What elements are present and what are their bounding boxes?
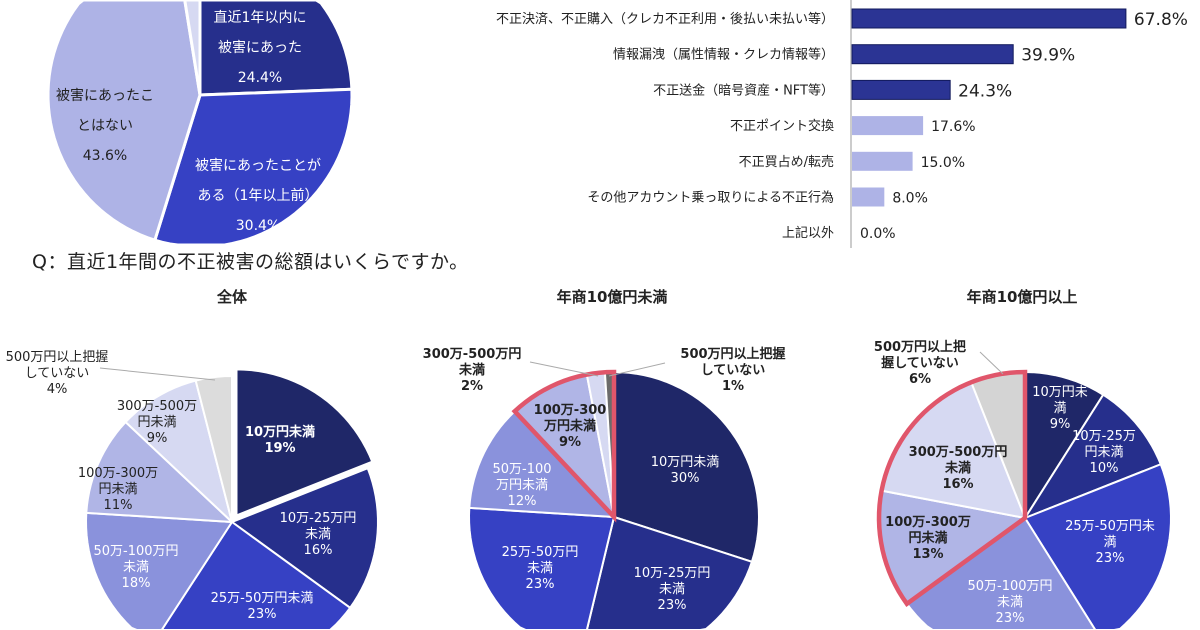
pie-slice (613, 371, 760, 563)
slice-label: 10万円未満 30% (651, 455, 720, 486)
leader-line (979, 351, 1004, 375)
slice-label: 10万-25万円未満 10% (1072, 429, 1136, 476)
top-pie-chart: 直近1年以内に被害にあった 24.4% 被害にあったことがある（1年以上前） 30.4… (46, 0, 354, 246)
leader-line (529, 361, 599, 377)
highlight-outline (511, 369, 617, 523)
pie-slice (194, 375, 233, 523)
bar-value-label: 15.0% (921, 155, 965, 171)
slice-label: 10万円未満 19% (245, 424, 315, 456)
bar-category-label: その他アカウント乗っ取りによる不正行為 (587, 190, 834, 206)
pie-slice (198, 0, 354, 97)
pie-slice (231, 467, 379, 609)
pie-slice (585, 516, 753, 630)
bar-category-label: 不正買占め/転売 (739, 154, 834, 170)
charts-clip-group: 直近1年以内に被害にあった 24.4% 被害にあったことがある（1年以上前） 30.4… (6, 0, 1188, 630)
bar-value-label: 8.0% (892, 191, 928, 207)
pie-slice (905, 517, 1097, 630)
slice-label: 500万円以上把握していない 6% (874, 339, 966, 387)
slice-label: 25万-50万円未満 23% (502, 545, 579, 592)
bar-value-label: 0.0% (860, 226, 896, 242)
bar (852, 116, 924, 136)
slice-label: 50万-100 万円未満 12% (492, 462, 551, 509)
pie-slice (183, 0, 202, 97)
slice-label: 300万-500万円未満 2% (423, 347, 522, 394)
chart-title: 年商10億円未満 (557, 288, 668, 306)
bar-chart: 不正決済、不正購入（クレカ不正利用・後払い未払い等） 67.8% 情報漏洩（属性情報… (496, 0, 1188, 248)
pie-slice (1024, 393, 1162, 519)
bar-category-label: 不正送金（暗号資産・NFT等） (653, 82, 834, 98)
slice-label: 10万-25万円未満 16% (280, 511, 357, 558)
slice-label: 直近1年以内に被害にあった 24.4% (214, 9, 307, 86)
slice-label: 10万-25万円未満 23% (634, 566, 711, 613)
pie-slice (468, 506, 615, 630)
leader-line (608, 362, 666, 377)
pie-chart-all: 10万円未満 19% 10万-25万円未満 16% 25万-50万円未満 23% 50万-1… (6, 288, 379, 630)
slice-label: 100万-300 万円未満 9% (534, 403, 607, 450)
question-text: Q：直近1年間の不正被害の総額はいくらですか。 (32, 251, 469, 273)
pie-slice (1024, 463, 1172, 630)
bar (852, 151, 913, 171)
pie-slice (1024, 371, 1105, 519)
pie-slice (46, 0, 202, 242)
slice-label: 50万-100万円未満 18% (93, 544, 178, 591)
slice-label: 25万-50万円未満 23% (211, 591, 314, 622)
pie-slice (468, 410, 615, 518)
pie-slice (85, 511, 233, 630)
highlight-outline (876, 369, 1028, 607)
slice-label: 被害にあったことがある（1年以上前） 30.4% (195, 158, 321, 234)
bar-category-label: 不正決済、不正購入（クレカ不正利用・後払い未払い等） (496, 11, 834, 27)
chart-title: 全体 (216, 288, 248, 306)
slice-label: 被害にあったことはない 43.6% (56, 88, 154, 164)
bar-value-label: 39.9% (1021, 46, 1075, 66)
pie-slice (153, 87, 354, 246)
pie-slice (124, 379, 233, 523)
slice-label: 500万円以上把握していない 4% (6, 350, 109, 397)
bar-category-label: 上記以外 (782, 225, 834, 241)
pie-chart-under-1b: 10万円未満 30% 10万-25万円未満 23% 25万-50万円未満 23% 50万-1… (423, 288, 786, 630)
pie-slice (160, 521, 352, 630)
pie-slice (235, 368, 374, 517)
bar-value-label: 17.6% (931, 119, 975, 135)
slice-label: 500万円以上把握していない 1% (680, 346, 785, 394)
leader-line (99, 367, 216, 381)
slice-label: 10万円未満 9% (1032, 385, 1088, 432)
bar-category-label: 不正ポイント交換 (730, 118, 834, 134)
bar-category-label: 情報漏洩（属性情報・クレカ情報等） (613, 47, 834, 63)
pie-slice (85, 421, 233, 523)
slice-label: 50万-100万円未満 23% (967, 579, 1052, 626)
bar-value-label: 24.3% (958, 81, 1012, 101)
chart-title: 年商10億円以上 (967, 288, 1078, 306)
slice-label: 25万-50万円未満 23% (1065, 519, 1155, 566)
bar (851, 79, 951, 100)
bar (851, 44, 1014, 65)
slice-label: 300万-500万円未満 9% (117, 399, 197, 446)
slice-label: 100万-300万円未満 11% (78, 466, 158, 513)
pie-chart-over-1b: 10万円未満 9%10万-25万円未満 10% 25万-50万円未満 23% 50万-10… (874, 288, 1172, 630)
bar (852, 187, 885, 207)
bar-value-label: 67.8% (1134, 10, 1188, 30)
slice-label: 100万-300万円未満 13% (885, 515, 971, 562)
slice-label: 300万-500万円未満 16% (909, 445, 1008, 492)
bar (851, 8, 1127, 29)
